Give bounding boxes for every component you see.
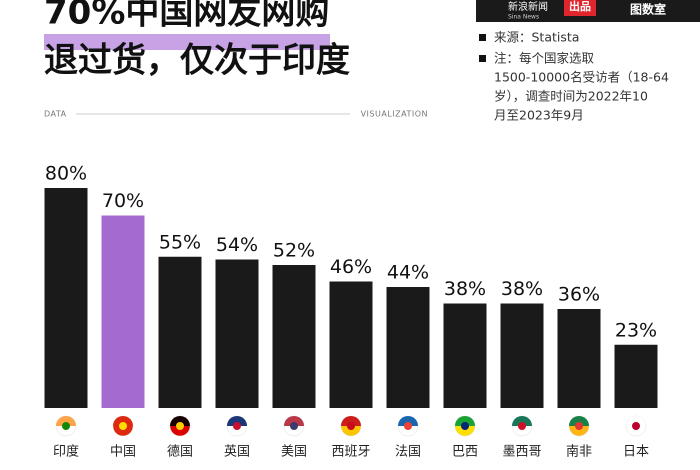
flag: [518, 422, 526, 430]
value-label: 23%: [615, 319, 657, 341]
brand: 新浪新闻: [508, 0, 548, 13]
flag: [626, 416, 646, 426]
title-highlight: [44, 34, 330, 50]
flag: [284, 416, 304, 426]
bar: [101, 215, 145, 408]
badge-bg: [564, 0, 596, 16]
flag: [233, 422, 241, 430]
x-tick-label: 美国: [281, 445, 307, 460]
flag: [569, 416, 589, 426]
bullet: [479, 34, 486, 41]
flag: [455, 416, 475, 426]
flag: [56, 416, 76, 426]
bullet: [479, 55, 486, 62]
flag: [461, 422, 469, 430]
x-tick-label: 印度: [53, 444, 79, 460]
bar: [557, 309, 601, 408]
flag: [347, 422, 355, 430]
bar: [329, 281, 373, 408]
flag: [227, 416, 247, 426]
bar: [158, 256, 202, 408]
x-tick-label: 德国: [167, 445, 193, 460]
data-label: DATA: [44, 110, 67, 119]
note-line: 月至2023年9月: [494, 108, 584, 123]
x-tick-label: 法国: [395, 445, 421, 460]
value-label: 46%: [330, 256, 372, 278]
flag: [398, 416, 418, 426]
flag: [113, 416, 133, 426]
flag: [170, 416, 190, 426]
bar: [386, 287, 430, 408]
note-line: 岁），调查时间为2022年10: [494, 89, 648, 104]
note-line: 1500-10000名受访者（18-64: [494, 70, 669, 85]
value-label: 36%: [558, 284, 600, 306]
x-tick-label: 南非: [566, 444, 592, 460]
flag: [62, 422, 70, 430]
x-tick-label: 巴西: [452, 445, 478, 460]
bar: [614, 344, 658, 408]
x-tick-label: 墨西哥: [502, 445, 541, 460]
value-label: 38%: [444, 278, 486, 300]
bar: [44, 188, 88, 408]
studio: 图数室: [630, 2, 666, 17]
note-line: 注：每个国家选取: [494, 51, 595, 66]
flag: [119, 422, 127, 430]
bar: [215, 259, 259, 408]
value-label: 38%: [501, 278, 543, 300]
viz-label: VISUALIZATION: [361, 110, 428, 119]
bar: [272, 265, 316, 408]
x-tick-label: 西班牙: [331, 445, 370, 460]
bar: [443, 303, 487, 408]
x-tick-label: 中国: [110, 445, 136, 460]
flag: [176, 422, 184, 430]
value-label: 70%: [102, 190, 144, 212]
chart-title: 70%中国网友网购: [44, 0, 329, 33]
value-label: 52%: [273, 240, 315, 262]
value-label: 44%: [387, 262, 429, 284]
flag: [341, 416, 361, 426]
source: 来源：Statista: [494, 30, 579, 45]
brand-en: Sina News: [508, 14, 539, 21]
chart-title: 退过货，仅次于印度: [44, 41, 350, 81]
flag: [632, 422, 640, 430]
badge: 出品: [569, 0, 591, 13]
value-label: 55%: [159, 231, 201, 253]
x-tick-label: 英国: [224, 445, 250, 460]
flag: [575, 422, 583, 430]
flag: [404, 422, 412, 430]
flag: [290, 422, 298, 430]
flag: [512, 416, 532, 426]
bar: [500, 303, 544, 408]
x-tick-label: 日本: [623, 445, 649, 460]
value-label: 54%: [216, 234, 258, 256]
value-label: 80%: [45, 163, 87, 185]
